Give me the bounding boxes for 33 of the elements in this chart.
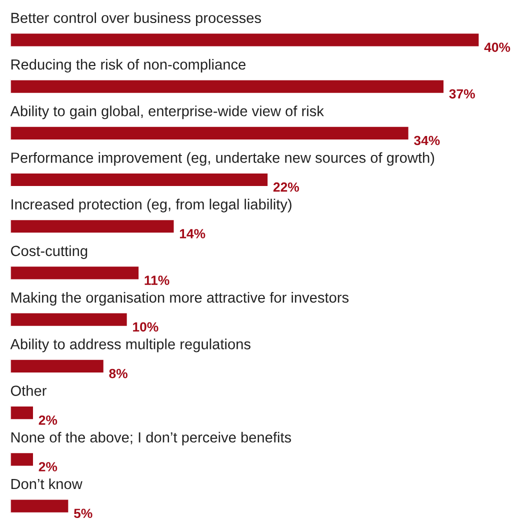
y-tick-label: Don’t know (11, 478, 82, 490)
y-tick-label: Increased protection (eg, from legal liability) (12, 198, 292, 212)
y-tick-label: Reducing the risk of non-compliance (11, 58, 246, 73)
bar (10, 312, 128, 328)
y-tick-label: Ability to address multiple regulations (10, 338, 250, 352)
data-label: 10% (133, 322, 158, 332)
data-label: 2% (38, 462, 58, 472)
bar (10, 358, 105, 374)
data-label: 8% (109, 368, 128, 378)
y-tick-label: Better control over business processes (11, 12, 261, 26)
bar (10, 78, 445, 94)
y-tick-label: Performance improvement (eg, undertake new sources of growth) (11, 152, 434, 166)
y-tick-label: Making the organisation more attractive for investors (11, 292, 349, 306)
bar (10, 32, 480, 48)
data-label: 11% (144, 276, 170, 285)
bar (10, 265, 140, 281)
bar (10, 405, 34, 420)
data-label: 14% (180, 229, 206, 238)
data-label: 22% (273, 182, 300, 192)
data-label: 40% (484, 42, 510, 52)
data-label: 2% (38, 415, 58, 425)
bar (10, 452, 34, 468)
data-label: 37% (449, 89, 475, 99)
y-tick-label: None of the above; I don’t perceive benefits (11, 432, 292, 446)
bar (10, 172, 269, 188)
bar (10, 218, 176, 234)
y-tick-label: Ability to gain global, enterprise-wide view of risk (10, 106, 324, 120)
bar (10, 125, 410, 141)
bar (10, 498, 70, 514)
data-label: 34% (414, 136, 440, 146)
data-label: 5% (74, 508, 92, 518)
y-tick-label: Cost-cutting (10, 245, 88, 259)
y-tick-label: Other (10, 385, 46, 396)
